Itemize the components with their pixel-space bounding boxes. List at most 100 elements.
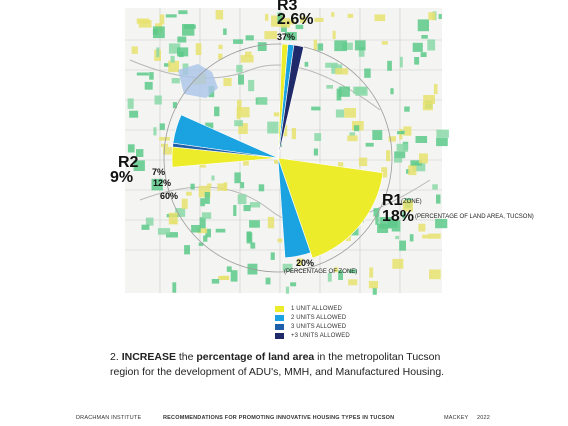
r2-percent: 9% — [110, 169, 134, 186]
zoning-patch — [170, 55, 175, 63]
zoning-patch — [211, 279, 220, 284]
zoning-patch — [291, 128, 296, 140]
zoning-patch — [414, 57, 420, 65]
zoning-patch — [392, 258, 404, 269]
zoning-patch — [435, 218, 448, 229]
zoning-patch — [395, 235, 400, 240]
zoning-patch — [234, 172, 241, 184]
zoning-patch — [277, 12, 283, 24]
zoning-patch — [423, 95, 435, 104]
zoning-patch — [313, 148, 318, 156]
zoning-patch — [412, 162, 426, 172]
zoning-patch — [285, 286, 290, 294]
zoning-patch — [172, 282, 177, 293]
pie-slices — [171, 43, 384, 259]
legend-label: 2 UNITS ALLOWED — [291, 314, 347, 321]
zoning-patch — [156, 47, 160, 58]
zoning-patch — [177, 47, 189, 57]
zoning-patch — [347, 135, 358, 142]
zoning-patch — [317, 43, 324, 51]
legend-label: 3 UNITS ALLOWED — [291, 323, 347, 330]
zoning-patch — [297, 258, 303, 266]
zoning-patch — [237, 194, 247, 205]
zoning-patch — [151, 178, 163, 191]
zoning-patch — [136, 72, 149, 76]
zoning-patch — [353, 125, 360, 132]
zoning-patch — [348, 279, 358, 286]
r3-label: R3 — [277, 0, 298, 14]
zoning-patch — [230, 270, 238, 282]
zoning-patch — [159, 14, 165, 25]
zoning-patch — [422, 102, 433, 111]
zoning-patch — [335, 68, 349, 75]
zoning-patch — [311, 106, 321, 111]
zoning-patch — [406, 169, 410, 174]
zoning-patch — [432, 184, 438, 190]
zoning-patch — [178, 10, 188, 15]
zoning-patch — [327, 273, 332, 282]
zoning-patch — [397, 131, 404, 135]
caption-text-2: in the metropolitan Tucson region for th… — [110, 351, 445, 378]
zoning-patch — [399, 56, 403, 68]
legend-label: +3 UNITS ALLOWED — [291, 332, 350, 339]
zoning-patch — [141, 224, 150, 230]
footer-author: MACKEY — [444, 415, 469, 421]
zoning-patch — [264, 31, 278, 40]
zoning-patch — [159, 123, 165, 130]
zoning-patch — [246, 232, 253, 244]
zoning-patch — [373, 208, 380, 217]
caption-text-1: the — [175, 351, 197, 363]
zoning-patch — [338, 86, 350, 97]
zoning-patch — [240, 182, 245, 189]
zoning-patch — [265, 13, 269, 21]
zoning-patch — [415, 136, 428, 143]
zoning-patch — [243, 205, 251, 212]
map-svg — [125, 8, 449, 295]
zoning-patch — [364, 68, 371, 78]
r1-zone-note: (ZONE) — [401, 199, 422, 205]
legend-swatch-1 — [275, 305, 284, 312]
legend-item: 3 UNITS ALLOWED — [275, 322, 350, 331]
zoning-patch — [205, 122, 214, 129]
zoning-patch — [153, 127, 157, 136]
zoning-patch — [218, 276, 229, 280]
zoning-patch — [240, 55, 254, 63]
zoning-patch — [381, 167, 388, 178]
zoning-patch — [236, 64, 243, 73]
zoning-patch — [422, 234, 430, 239]
r2-slice-b: 12% — [153, 178, 172, 188]
zoning-patch — [436, 194, 441, 204]
zoning-patch — [295, 24, 304, 30]
zoning-patch — [386, 150, 391, 162]
zoning-patch — [181, 198, 188, 209]
zoning-patch — [277, 238, 283, 243]
zoning-patch — [379, 217, 392, 229]
zoning-patch — [249, 220, 260, 228]
zoning-patch — [165, 14, 177, 18]
zoning-patch — [184, 24, 196, 29]
zoning-patch — [238, 123, 248, 134]
zoning-patch — [348, 269, 357, 274]
r3-wedge-3-units — [277, 44, 304, 159]
zoning-patch — [191, 225, 201, 233]
zoning-patch — [436, 129, 449, 138]
zoning-patch — [159, 137, 170, 141]
zoning-patch — [281, 18, 290, 28]
zoning-patch — [215, 10, 224, 20]
zoning-patch — [420, 52, 427, 57]
zoning-patch — [334, 40, 347, 52]
zoning-patch — [419, 153, 428, 164]
zoning-patch — [285, 32, 297, 41]
footer-title: RECOMMENDATIONS FOR PROMOTING INNOVATIVE… — [163, 415, 395, 421]
zoning-patch — [394, 151, 406, 159]
zoning-patch — [409, 234, 414, 242]
zoning-patch — [201, 212, 212, 219]
legend-item: 1 UNIT ALLOWED — [275, 304, 350, 313]
zoning-patch — [394, 157, 403, 163]
zoning-patch — [214, 106, 220, 117]
zoning-patch — [149, 72, 154, 80]
zoning-patch — [168, 43, 181, 54]
zoning-patch — [372, 130, 383, 140]
zoning-patch — [387, 219, 398, 228]
zoning-patch — [325, 62, 338, 68]
